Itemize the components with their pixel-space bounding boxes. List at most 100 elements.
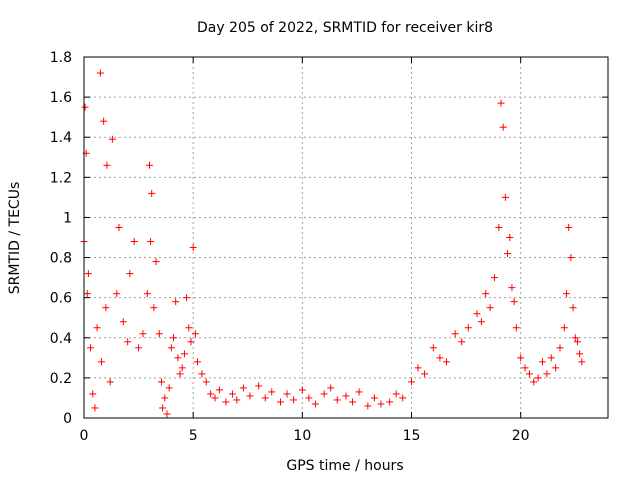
data-point — [283, 390, 291, 398]
data-point — [194, 358, 202, 366]
data-point — [569, 304, 577, 312]
data-point — [183, 294, 191, 302]
data-point — [490, 274, 498, 282]
data-point — [119, 318, 127, 326]
data-point — [482, 290, 490, 298]
data-point — [534, 374, 542, 382]
data-point — [556, 344, 564, 352]
data-point — [211, 394, 219, 402]
data-point — [207, 390, 215, 398]
data-point — [442, 358, 450, 366]
data-point — [139, 330, 147, 338]
data-point — [399, 394, 407, 402]
y-tick-label: 1.6 — [50, 90, 72, 106]
data-point — [185, 324, 193, 332]
data-point — [414, 364, 422, 372]
data-point — [517, 354, 525, 362]
data-point — [83, 290, 91, 298]
data-point — [146, 161, 153, 169]
data-point — [91, 404, 99, 412]
y-tick-label: 0.8 — [50, 251, 72, 267]
data-point — [495, 223, 503, 231]
data-point — [233, 396, 241, 404]
y-tick-label: 1.8 — [50, 50, 72, 66]
data-point — [187, 338, 195, 346]
x-axis-label: GPS time / hours — [286, 458, 403, 474]
data-point — [161, 394, 169, 402]
y-tick-label: 0.4 — [50, 331, 72, 347]
data-point — [172, 298, 180, 306]
data-point — [370, 394, 378, 402]
x-tick-label: 0 — [80, 428, 89, 444]
chart-title: Day 205 of 2022, SRMTID for receiver kir… — [197, 20, 493, 36]
data-point — [191, 330, 199, 338]
data-point — [547, 354, 555, 362]
data-point — [525, 370, 533, 378]
data-point — [499, 123, 507, 131]
data-point — [576, 350, 584, 358]
data-point — [87, 344, 95, 352]
data-point — [143, 290, 151, 298]
data-point — [81, 103, 89, 111]
data-point — [228, 390, 236, 398]
data-point — [189, 244, 197, 252]
data-point — [342, 392, 350, 400]
data-point — [333, 396, 341, 404]
data-point — [408, 378, 415, 386]
x-tick-label: 5 — [189, 428, 198, 444]
data-point — [167, 344, 175, 352]
data-point — [96, 69, 104, 77]
data-point — [97, 358, 105, 366]
data-point — [421, 370, 429, 378]
data-point — [458, 338, 466, 346]
data-point — [521, 364, 529, 372]
data-point — [552, 364, 560, 372]
data-point — [320, 390, 328, 398]
data-point — [147, 238, 155, 246]
y-tick-label: 1.4 — [50, 130, 72, 146]
data-point — [124, 338, 132, 346]
data-point — [392, 390, 400, 398]
plot-frame — [83, 56, 609, 419]
y-tick-label: 1.2 — [50, 170, 72, 186]
data-point — [239, 384, 247, 392]
data-point — [508, 284, 516, 292]
grid-layer — [84, 57, 608, 418]
data-point — [163, 410, 171, 418]
data-point — [155, 330, 163, 338]
data-point — [113, 290, 121, 298]
data-point — [473, 310, 481, 318]
data-point — [158, 378, 166, 386]
data-point — [506, 234, 514, 241]
data-point — [560, 324, 568, 332]
y-tick-label: 0 — [63, 411, 72, 427]
data-point — [355, 388, 363, 396]
data-point — [311, 400, 319, 408]
data-point — [222, 398, 230, 406]
x-tick-label: 15 — [403, 428, 421, 444]
data-point — [451, 330, 459, 338]
y-axis-label: SRMTID / TECUs — [7, 182, 23, 295]
data-point — [290, 396, 298, 404]
x-tick-label: 10 — [293, 428, 311, 444]
data-point — [539, 358, 546, 366]
data-point — [89, 390, 97, 398]
data-point — [377, 400, 385, 408]
data-point — [512, 324, 520, 332]
data-point — [246, 392, 254, 400]
tick-layer: 0 0.2 0.4 0.6 0.8 1 1.2 1.4 1.6 1.8 0 5 10 15 20 — [50, 50, 608, 444]
y-tick-label: 0.6 — [50, 291, 72, 307]
data-point — [115, 223, 123, 231]
data-point — [165, 384, 173, 392]
data-point — [364, 402, 372, 410]
data-point — [530, 378, 538, 386]
data-point — [180, 350, 188, 358]
data-point — [565, 223, 573, 231]
data-point — [578, 358, 586, 366]
data-point — [148, 189, 156, 197]
data-point — [486, 304, 494, 312]
data-point — [215, 386, 223, 394]
data-point — [202, 378, 210, 386]
data-point — [106, 378, 114, 386]
